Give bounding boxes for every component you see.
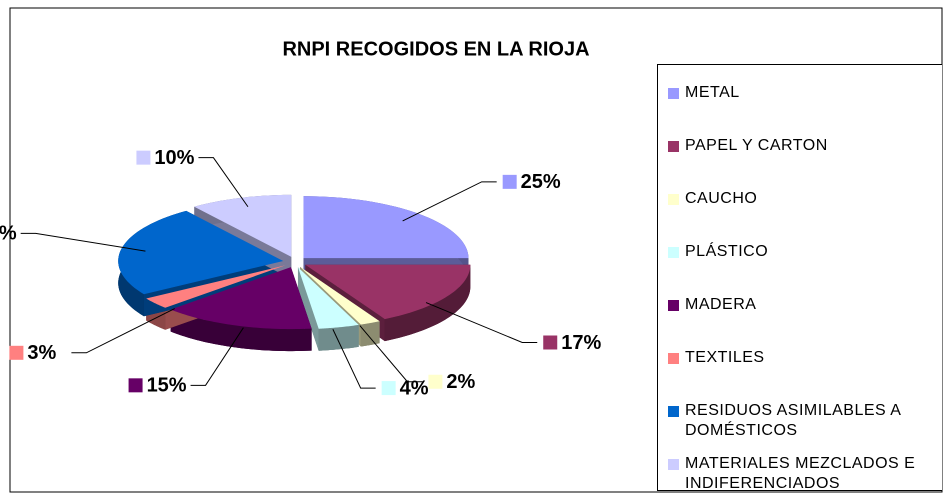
legend-item: METAL xyxy=(658,83,942,136)
legend-item: CAUCHO xyxy=(658,189,942,242)
data-label: 4% xyxy=(400,377,429,399)
leader-line xyxy=(20,232,146,252)
legend-item: PLÁSTICO xyxy=(658,242,942,295)
slice-side xyxy=(318,324,359,351)
label-key xyxy=(428,374,443,389)
legend-item: PAPEL Y CARTON xyxy=(658,136,942,189)
label-key xyxy=(128,378,143,393)
legend-item: TEXTILES xyxy=(658,348,942,401)
legend-label: CAUCHO xyxy=(685,190,758,207)
slice-side xyxy=(384,264,471,342)
pie-slice xyxy=(170,267,312,330)
legend-item: MADERA xyxy=(658,295,942,348)
legend-swatch xyxy=(668,247,679,258)
legend: METAL PAPEL Y CARTON CAUCHO PLÁSTICO MADERA T… xyxy=(657,64,942,493)
pie-slice xyxy=(297,267,359,329)
legend-swatch xyxy=(668,459,679,470)
legend-label: PLÁSTICO xyxy=(685,243,769,260)
data-label: 25% xyxy=(521,171,561,193)
pie-slice xyxy=(305,264,471,320)
leader-line xyxy=(332,329,376,389)
label-key xyxy=(543,335,558,350)
leader-line xyxy=(71,308,175,354)
legend-label: PAPEL Y CARTON xyxy=(685,137,828,154)
legend-item: MATERIALES MEZCLADOS E INDIFERENCIADOS xyxy=(658,454,942,493)
legend-label: RESIDUOS ASIMILABLES A DOMÉSTICOS xyxy=(685,402,901,439)
label-key xyxy=(502,174,517,189)
legend-swatch xyxy=(668,353,679,364)
data-label: 2% xyxy=(446,371,475,393)
legend-label: METAL xyxy=(685,84,740,101)
pie-slice xyxy=(118,210,284,295)
legend-swatch xyxy=(668,406,679,417)
slice-side xyxy=(360,321,380,347)
data-label: 17% xyxy=(561,332,601,354)
leader-line xyxy=(425,302,538,343)
data-label: 24% xyxy=(0,223,17,245)
label-key xyxy=(381,381,396,396)
pie-slice xyxy=(303,196,469,259)
pie-slice xyxy=(300,266,380,325)
legend-swatch xyxy=(668,88,679,99)
legend-label: MATERIALES MEZCLADOS E INDIFERENCIADOS xyxy=(685,455,916,492)
pie-slice xyxy=(194,194,292,257)
legend-swatch xyxy=(668,141,679,152)
leader-line xyxy=(359,325,423,383)
legend-swatch xyxy=(668,300,679,311)
legend-label: TEXTILES xyxy=(685,349,765,366)
data-label: 10% xyxy=(154,147,194,169)
legend-swatch xyxy=(668,194,679,205)
legend-item: RESIDUOS ASIMILABLES A DOMÉSTICOS xyxy=(658,401,942,454)
label-key xyxy=(9,345,24,360)
leader-line xyxy=(402,181,497,222)
leader-line xyxy=(190,327,244,386)
leader-line xyxy=(198,157,249,208)
chart-title: RNPI RECOGIDOS EN LA RIOJA xyxy=(282,38,589,60)
data-label: 3% xyxy=(27,342,56,364)
label-key xyxy=(136,150,151,165)
slice-wall xyxy=(297,267,319,351)
pie-slice xyxy=(146,265,286,308)
data-label: 15% xyxy=(147,375,187,397)
legend-label: MADERA xyxy=(685,296,757,313)
